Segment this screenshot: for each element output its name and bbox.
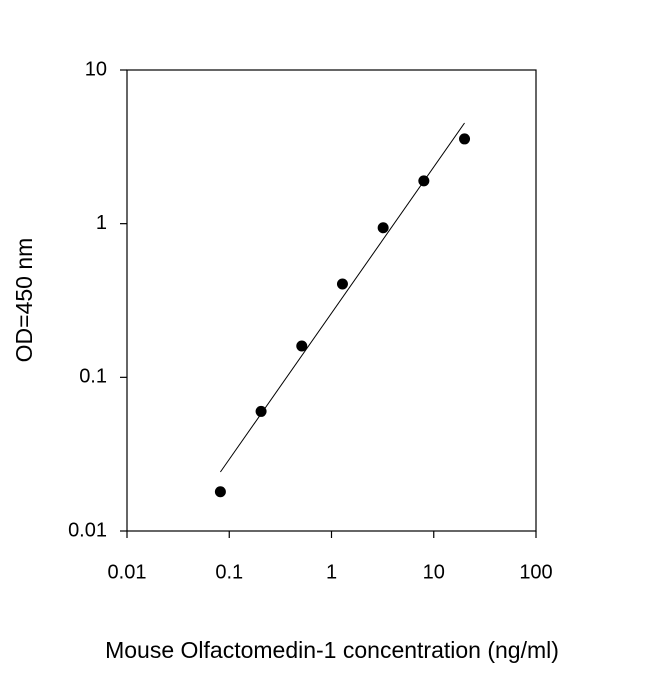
- x-axis-label: Mouse Olfactomedin-1 concentration (ng/m…: [105, 637, 559, 663]
- y-tick-label: 0.1: [79, 366, 107, 388]
- fit-line: [219, 122, 465, 473]
- data-point: [296, 340, 308, 352]
- data-point: [377, 222, 389, 234]
- data-point: [255, 405, 267, 417]
- x-tick-label: 0.1: [215, 561, 243, 583]
- y-tick-label: 1: [96, 212, 107, 234]
- x-tick-label: 0.01: [108, 561, 147, 583]
- y-tick-label: 0.01: [68, 519, 107, 541]
- x-tick-label: 10: [423, 561, 445, 583]
- data-point: [418, 175, 430, 187]
- x-tick-label: 1: [326, 561, 337, 583]
- y-axis-label: OD=450 nm: [11, 238, 37, 363]
- data-point: [336, 278, 348, 290]
- y-tick-label: 10: [85, 58, 107, 80]
- data-point: [214, 486, 226, 498]
- plot-frame: [126, 69, 537, 532]
- x-tick-label: 100: [519, 561, 552, 583]
- data-point: [459, 133, 471, 145]
